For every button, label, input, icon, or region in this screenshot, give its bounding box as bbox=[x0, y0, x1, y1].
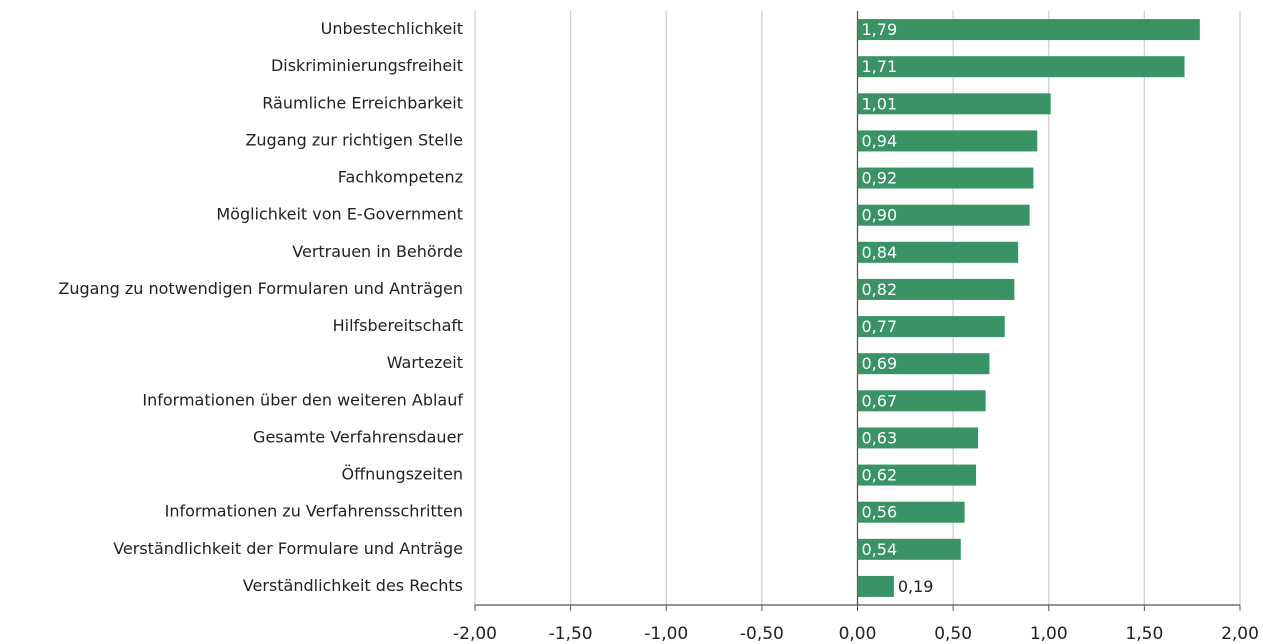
x-tick-label: -1,00 bbox=[644, 624, 688, 644]
y-tick-label: Unbestechlichkeit bbox=[321, 19, 463, 38]
x-tick-label: -1,50 bbox=[549, 624, 593, 644]
bar bbox=[857, 167, 1034, 189]
value-label: 0,62 bbox=[862, 466, 898, 485]
bar bbox=[857, 427, 978, 449]
bar bbox=[857, 316, 1005, 338]
y-tick-label: Informationen zu Verfahrensschritten bbox=[165, 502, 463, 521]
value-label: 0,69 bbox=[862, 354, 898, 373]
y-tick-label: Wartezeit bbox=[387, 353, 463, 372]
bar bbox=[857, 130, 1038, 152]
bar bbox=[857, 501, 965, 523]
x-tick-label: 0,50 bbox=[934, 624, 972, 644]
value-label: 0,82 bbox=[862, 280, 898, 299]
value-label: 0,77 bbox=[862, 317, 898, 336]
bar bbox=[857, 19, 1200, 41]
value-label: 0,94 bbox=[862, 131, 898, 150]
x-tick-label: 1,50 bbox=[1125, 624, 1163, 644]
bar bbox=[857, 241, 1019, 263]
value-label: 0,54 bbox=[862, 540, 898, 559]
y-tick-label: Verständlichkeit der Formulare und Anträ… bbox=[113, 539, 463, 558]
x-tick-label: 1,00 bbox=[1030, 624, 1068, 644]
value-label: 0,19 bbox=[898, 577, 934, 596]
x-tick-label: 2,00 bbox=[1221, 624, 1259, 644]
value-label: 1,01 bbox=[862, 94, 898, 113]
y-tick-label: Räumliche Erreichbarkeit bbox=[262, 93, 463, 112]
x-tick-label: 0,00 bbox=[839, 624, 877, 644]
x-tick-label: -0,50 bbox=[740, 624, 784, 644]
y-tick-label: Informationen über den weiteren Ablauf bbox=[142, 390, 463, 409]
y-tick-label: Zugang zur richtigen Stelle bbox=[245, 130, 463, 149]
bar bbox=[857, 204, 1030, 226]
value-label: 0,84 bbox=[862, 243, 898, 262]
bar bbox=[857, 56, 1185, 78]
value-label: 0,90 bbox=[862, 206, 898, 225]
y-tick-label: Öffnungszeiten bbox=[342, 465, 463, 484]
bar bbox=[857, 538, 961, 560]
y-tick-label: Gesamte Verfahrensdauer bbox=[253, 427, 463, 446]
value-label: 1,71 bbox=[862, 57, 898, 76]
x-tick-label: -2,00 bbox=[453, 624, 497, 644]
bar bbox=[857, 353, 990, 375]
value-label: 0,63 bbox=[862, 428, 898, 447]
bar bbox=[857, 93, 1051, 115]
bar bbox=[857, 575, 894, 597]
value-label: 0,56 bbox=[862, 503, 898, 522]
y-tick-label: Fachkompetenz bbox=[338, 168, 463, 187]
bar bbox=[857, 390, 986, 412]
bar bbox=[857, 464, 977, 486]
y-tick-label: Hilfsbereitschaft bbox=[333, 316, 463, 335]
bar bbox=[857, 278, 1015, 300]
y-tick-label: Zugang zu notwendigen Formularen und Ant… bbox=[58, 279, 463, 298]
y-tick-label: Verständlichkeit des Rechts bbox=[243, 576, 463, 595]
y-tick-label: Möglichkeit von E-Government bbox=[216, 205, 463, 224]
y-tick-label: Diskriminierungsfreiheit bbox=[271, 56, 463, 75]
y-tick-label: Vertrauen in Behörde bbox=[292, 242, 463, 261]
value-label: 1,79 bbox=[862, 20, 898, 39]
value-label: 0,92 bbox=[862, 169, 898, 188]
value-label: 0,67 bbox=[862, 391, 898, 410]
